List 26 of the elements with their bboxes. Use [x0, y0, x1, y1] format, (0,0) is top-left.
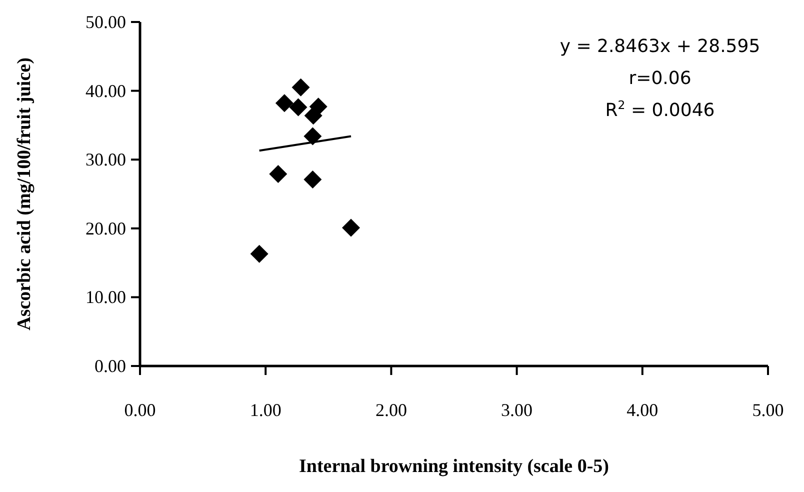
x-tick-label: 1.00 — [250, 400, 282, 420]
y-tick-label: 50.00 — [86, 12, 126, 32]
x-tick-label: 2.00 — [375, 400, 407, 420]
y-tick-label: 20.00 — [86, 218, 126, 238]
annotation: R$^{2}$ = 0.0046 — [605, 98, 715, 121]
y-tick-label: 40.00 — [86, 80, 126, 101]
y-axis-title: Ascorbic acid (mg/100/fruit juice) — [14, 58, 35, 330]
y-tick-label: 30.00 — [86, 150, 126, 170]
point — [269, 165, 288, 184]
x-tick-label: 0.00 — [124, 400, 156, 420]
point — [304, 170, 322, 189]
point — [292, 78, 310, 96]
y-tick-label: 10.00 — [86, 287, 126, 308]
point — [250, 244, 268, 263]
point — [304, 127, 322, 146]
annotation: y = 2.8463x + 28.595 — [560, 36, 760, 57]
x-tick-label: 4.00 — [626, 400, 658, 420]
annotation: r=0.06 — [628, 68, 692, 89]
x-tick-label: 5.00 — [752, 400, 784, 420]
point — [304, 106, 322, 125]
point — [275, 94, 294, 112]
point — [289, 98, 308, 116]
point — [342, 218, 360, 237]
x-tick-label: 3.00 — [501, 400, 533, 420]
y-tick-label: 0.00 — [94, 356, 126, 376]
x-axis-title: Internal browning intensity (scale 0-5) — [299, 456, 609, 477]
